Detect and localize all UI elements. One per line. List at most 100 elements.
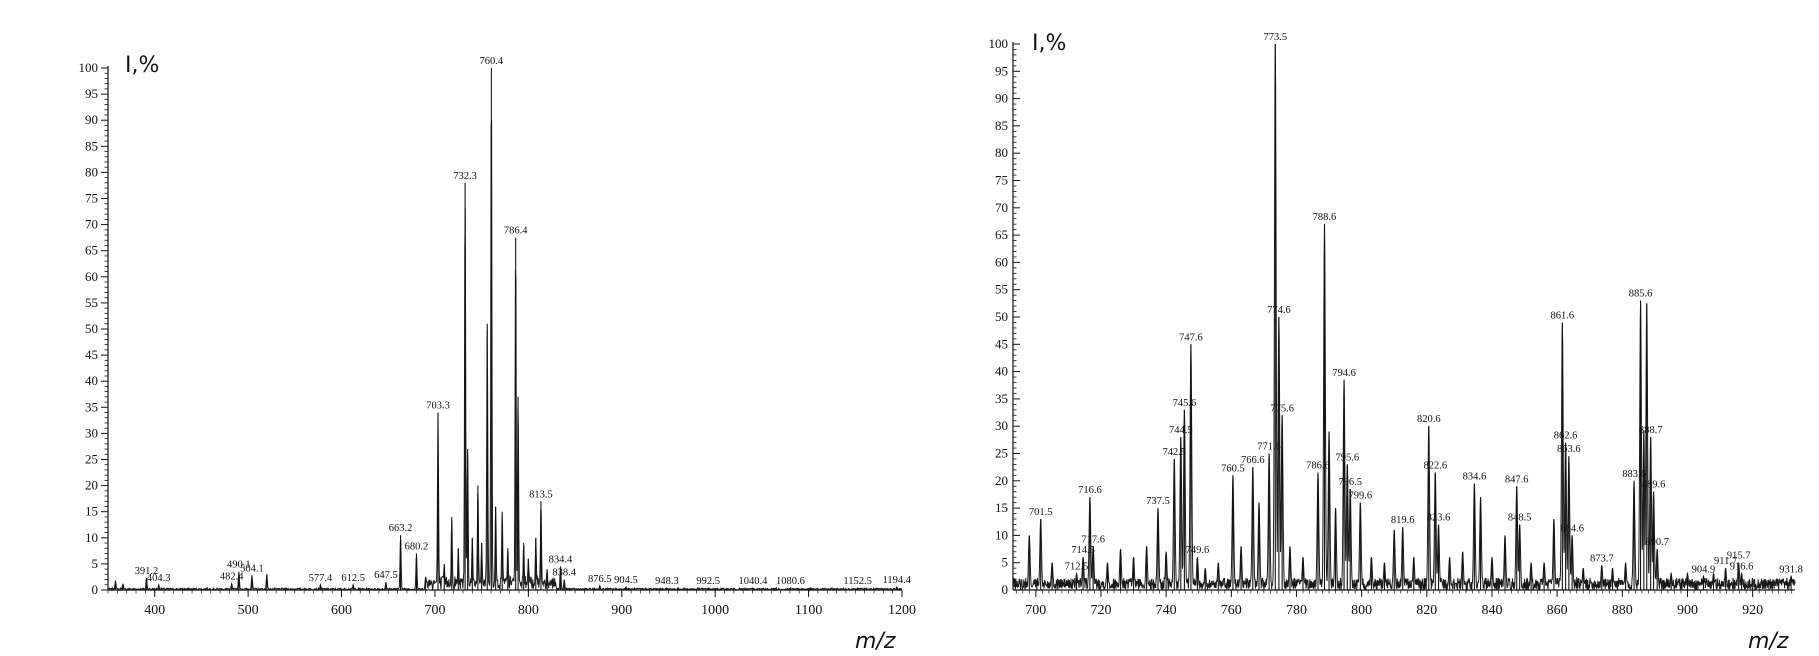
y-tick-label: 95 <box>995 63 1008 78</box>
peak-label: 885.6 <box>1629 289 1653 300</box>
x-tick-label: 1000 <box>701 603 729 618</box>
y-tick-label: 25 <box>995 446 1008 461</box>
spectrum-trace <box>1012 43 1796 592</box>
y-tick-label: 40 <box>85 373 98 388</box>
y-tick-label: 75 <box>995 173 1008 188</box>
y-tick-label: 55 <box>85 295 98 310</box>
y-tick-label: 45 <box>995 336 1008 351</box>
y-tick-label: 60 <box>995 254 1008 269</box>
peak-label: 663.2 <box>389 523 413 534</box>
y-tick-label: 90 <box>995 91 1008 106</box>
peak-label: 862.6 <box>1554 431 1578 442</box>
peak-label: 876.5 <box>588 574 612 585</box>
y-tick-label: 15 <box>995 500 1008 515</box>
y-tick-label: 15 <box>85 504 98 519</box>
x-tick-label: 800 <box>1351 603 1372 618</box>
y-tick-label: 100 <box>79 60 99 75</box>
peak-label: 749.6 <box>1186 545 1210 556</box>
peak-label: 847.6 <box>1505 474 1529 485</box>
peak-label: 786.4 <box>504 226 528 237</box>
y-tick-label: 70 <box>85 217 98 232</box>
peak-label: 883.6 <box>1622 469 1646 480</box>
peak-label: 1080.6 <box>776 576 805 587</box>
peak-label: 760.4 <box>480 56 504 67</box>
x-tick-label: 700 <box>1025 603 1046 618</box>
peak-label: 712.5 <box>1065 562 1089 573</box>
peak-label: 703.3 <box>426 401 450 412</box>
y-tick-label: 55 <box>995 282 1008 297</box>
peak-label: 889.6 <box>1642 480 1666 491</box>
peak-label: 742.5 <box>1162 447 1186 458</box>
peak-label: 820.6 <box>1417 414 1441 425</box>
y-tick-label: 40 <box>995 364 1008 379</box>
peak-label: 873.7 <box>1590 553 1614 564</box>
peak-label: 799.6 <box>1349 491 1373 502</box>
peak-label: 863.6 <box>1557 444 1581 455</box>
x-tick-label: 700 <box>424 603 445 618</box>
y-tick-label: 45 <box>85 347 98 362</box>
y-tick-label: 65 <box>995 227 1008 242</box>
y-tick-label: 80 <box>85 164 98 179</box>
peak-label: 916.6 <box>1730 562 1754 573</box>
peak-label: 904.5 <box>614 575 638 586</box>
x-tick-label: 840 <box>1481 603 1502 618</box>
y-tick-label: 60 <box>85 269 98 284</box>
peak-label: 716.6 <box>1078 485 1102 496</box>
y-tick-label: 75 <box>85 191 98 206</box>
peak-label: 834.6 <box>1463 472 1487 483</box>
x-tick-label: 820 <box>1416 603 1437 618</box>
y-tick-label: 25 <box>85 452 98 467</box>
peak-label: 786.6 <box>1306 461 1330 472</box>
peak-label: 766.6 <box>1241 455 1265 466</box>
y-tick-label: 50 <box>995 309 1008 324</box>
peak-label: 732.3 <box>453 171 477 182</box>
peak-label: 404.3 <box>147 573 171 584</box>
y-tick-label: 20 <box>995 473 1008 488</box>
y-tick-label: 20 <box>85 478 98 493</box>
peak-label: 890.7 <box>1645 537 1669 548</box>
peak-label: 577.4 <box>309 573 333 584</box>
x-tick-label: 400 <box>144 603 165 618</box>
peak-label: 773.5 <box>1263 32 1287 43</box>
peak-label: 490.1 <box>227 560 251 571</box>
y-axis-title: I,% <box>1032 31 1066 56</box>
peak-label: 680.2 <box>405 541 429 552</box>
y-tick-label: 5 <box>92 556 99 571</box>
peak-label: 482.4 <box>220 572 244 583</box>
y-tick-label: 65 <box>85 243 98 258</box>
peak-label: 717.6 <box>1081 534 1105 545</box>
peak-label: 813.5 <box>529 489 553 500</box>
peak-label: 838.4 <box>552 568 576 579</box>
left-mass-spectrum: 0 5 10 15 20 25 30 35 40 45 50 55 60 65 70 75 80 85 90 95 10… <box>79 53 917 654</box>
peak-label: 823.6 <box>1427 512 1451 523</box>
y-tick-label: 50 <box>85 321 98 336</box>
peak-label: 819.6 <box>1391 515 1415 526</box>
y-tick-label: 85 <box>995 118 1008 133</box>
peak-label: 504.1 <box>240 563 264 574</box>
peak-label: 794.6 <box>1332 368 1356 379</box>
y-tick-label: 10 <box>995 527 1008 542</box>
y-tick-label: 35 <box>995 391 1008 406</box>
peak-label: 760.5 <box>1221 463 1245 474</box>
y-tick-label: 30 <box>995 418 1008 433</box>
peak-label: 714.5 <box>1071 545 1095 556</box>
y-tick-label: 95 <box>85 86 98 101</box>
x-tick-label: 800 <box>518 603 539 618</box>
x-tick-label: 900 <box>611 603 632 618</box>
y-tick-label: 30 <box>85 425 98 440</box>
peak-label: 796.5 <box>1338 477 1362 488</box>
y-tick-label: 5 <box>1002 555 1009 570</box>
peak-label: 745.6 <box>1173 398 1197 409</box>
x-tick-label: 740 <box>1156 603 1177 618</box>
y-tick-label: 10 <box>85 530 98 545</box>
peak-label: 864.6 <box>1560 523 1584 534</box>
x-axis-title: m/z <box>1748 629 1789 654</box>
spectrum-trace <box>107 120 903 592</box>
peak-label: 774.6 <box>1267 305 1291 316</box>
peak-label: 834.4 <box>549 555 573 566</box>
peak-label: 647.5 <box>374 570 398 581</box>
peak-label: 771.6 <box>1257 442 1281 453</box>
peak-label: 747.6 <box>1179 332 1203 343</box>
peak-label: 931.8 <box>1779 564 1803 575</box>
peak-label: 788.6 <box>1313 212 1337 223</box>
